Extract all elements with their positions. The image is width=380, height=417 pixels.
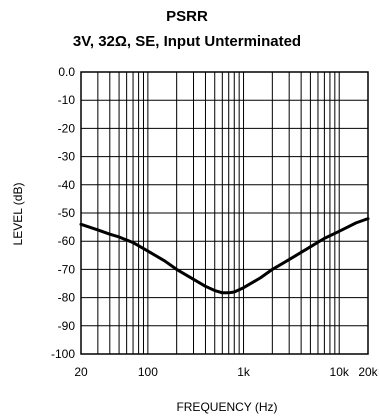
chart-title: PSRR [166, 8, 208, 25]
y-tick-label: 0.0 [58, 65, 75, 79]
x-tick-label: 1k [237, 365, 251, 379]
series-group [79, 217, 370, 295]
x-tick-label: 100 [138, 365, 158, 379]
y-tick-label: -90 [58, 319, 76, 333]
x-tick-label: 20 [74, 365, 88, 379]
psrr-series-line [79, 217, 370, 295]
x-axis-label: FREQUENCY (Hz) [176, 400, 277, 414]
y-tick-label: -50 [58, 206, 76, 220]
y-tick-label: -20 [58, 121, 76, 135]
x-tick-label: 20k [358, 365, 378, 379]
y-tick-label: -80 [58, 291, 76, 305]
chart-subtitle: 3V, 32Ω, SE, Input Unterminated [73, 33, 301, 50]
grid-lines [80, 71, 369, 355]
y-axis-label: LEVEL (dB) [11, 183, 25, 246]
y-tick-label: -70 [58, 262, 76, 276]
x-tick-label: 10k [330, 365, 350, 379]
y-tick-label: -30 [58, 150, 76, 164]
y-tick-label: -10 [58, 93, 76, 107]
y-tick-label: -60 [58, 234, 76, 248]
y-tick-label: -100 [51, 347, 75, 361]
x-tick-labels: 20 100 1k 10k 20k [74, 365, 378, 379]
y-tick-labels: 0.0 -10 -20 -30 -40 -50 -60 -70 -80 -90 -100 [51, 65, 75, 361]
y-tick-label: -40 [58, 178, 76, 192]
plot-frame [80, 71, 369, 355]
